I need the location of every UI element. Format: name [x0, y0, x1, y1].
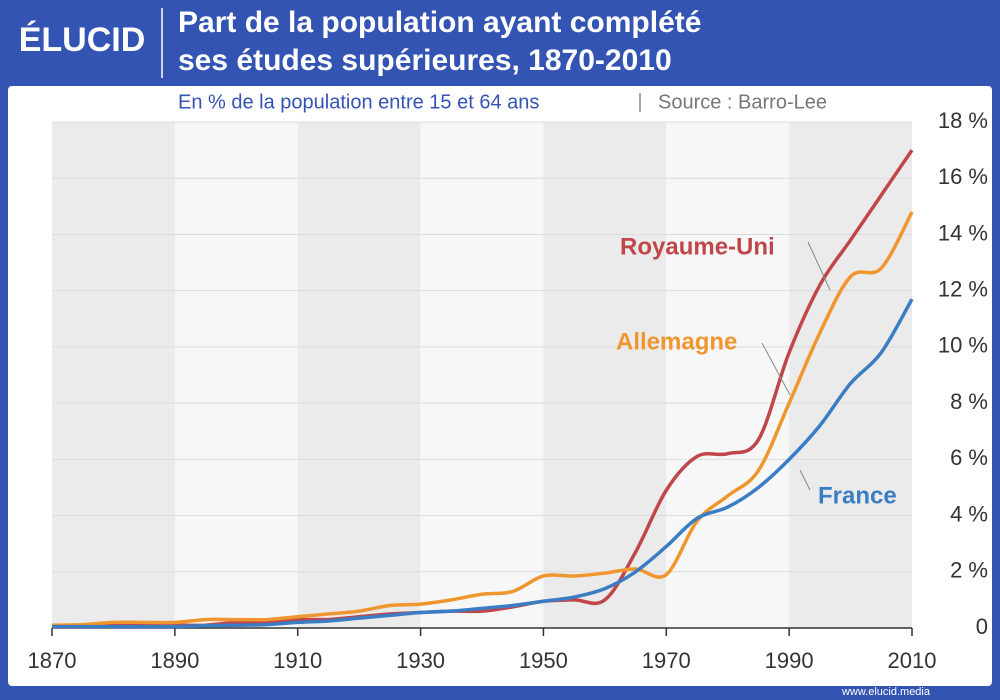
- y-tick-label: 8 %: [950, 389, 988, 414]
- y-tick-label: 6 %: [950, 445, 988, 470]
- band: [52, 122, 175, 628]
- y-tick-label: 10 %: [938, 333, 988, 358]
- y-tick-label: 12 %: [938, 276, 988, 301]
- leader-line: [761, 342, 791, 396]
- leader-line: [799, 469, 811, 491]
- y-tick-label: 14 %: [938, 220, 988, 245]
- chart-subtitle: En % de la population entre 15 et 64 ans: [178, 91, 539, 113]
- plot-area: 0 2 % 4 % 6 % 8 % 10 % 12 % 14 % 16 % 18 % 1870 189…: [28, 108, 988, 673]
- brand-logo: ÉLUCID: [19, 21, 146, 59]
- x-tick-label: 1910: [273, 648, 322, 673]
- x-tick-label: 1950: [519, 648, 568, 673]
- series-label: Allemagne: [616, 328, 737, 355]
- chart-source: Source : Barro-Lee: [658, 91, 827, 113]
- x-tick-label: 1890: [150, 648, 199, 673]
- y-tick-label: 4 %: [950, 501, 988, 526]
- band: [789, 122, 912, 628]
- footer-url: www.elucid.media: [841, 686, 931, 698]
- y-tick-label: 0: [976, 614, 988, 639]
- band: [666, 122, 790, 628]
- series-label: France: [818, 482, 897, 509]
- series-line: [52, 298, 914, 629]
- series-line: [51, 211, 914, 627]
- band: [297, 122, 421, 628]
- x-tick-label: 2010: [888, 648, 937, 673]
- x-tick-label: 1930: [396, 648, 445, 673]
- band: [420, 122, 544, 628]
- y-tick-label: 2 %: [950, 558, 988, 583]
- y-tick-label: 18 %: [938, 108, 988, 133]
- band: [174, 122, 298, 628]
- chart-title: Part de la population ayant complété ses …: [178, 6, 701, 77]
- x-tick-label: 1990: [765, 648, 814, 673]
- series-label: Royaume-Uni: [620, 233, 775, 260]
- band: [543, 122, 667, 628]
- x-tick-label: 1970: [642, 648, 691, 673]
- x-tick-label: 1870: [28, 648, 77, 673]
- y-tick-label: 16 %: [938, 164, 988, 189]
- leader-line: [807, 241, 831, 291]
